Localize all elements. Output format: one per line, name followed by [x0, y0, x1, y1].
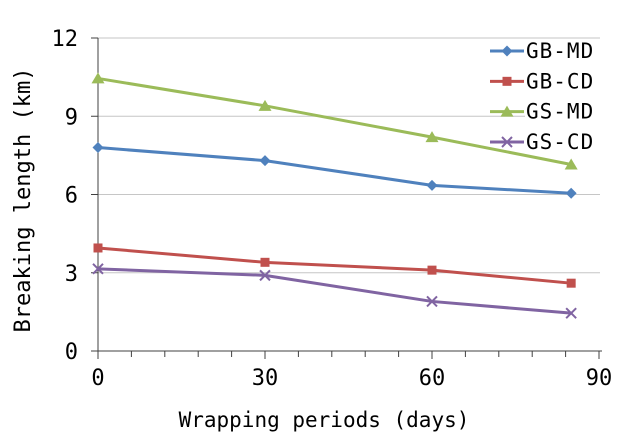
y-axis-title: Breaking length (km) [11, 68, 36, 333]
diamond-marker-icon [259, 155, 271, 167]
y-tick-label: 9 [65, 105, 78, 130]
triangle-marker-icon [564, 158, 578, 170]
series-line-GB-CD [96, 246, 573, 285]
diamond-marker-icon [565, 187, 577, 199]
x-tick-label: 30 [252, 366, 279, 391]
legend-label-background [525, 130, 609, 153]
x-marker-icon [501, 136, 513, 148]
legend-label-background [525, 40, 609, 62]
series-line-GB-MD [96, 146, 573, 195]
diamond-marker-icon [501, 45, 513, 57]
series-line-GS-CD [96, 267, 573, 315]
triangle-marker-icon [500, 105, 514, 117]
diamond-marker-icon [92, 142, 104, 154]
square-marker-icon [502, 76, 512, 86]
chart-dynamic-layer: 0 3 6 9 12 0 30 60 90 GB-MD GB-CD GS-MD GS-CD [52, 27, 613, 391]
square-marker-icon [93, 243, 103, 253]
legend-label-background [525, 70, 609, 93]
y-tick-label: 6 [65, 184, 78, 209]
triangle-marker-icon [91, 72, 105, 84]
series-line-GS-MD [96, 76, 573, 167]
square-marker-icon [566, 278, 576, 288]
square-marker-icon [427, 265, 437, 275]
x-tick-label: 90 [586, 366, 613, 391]
diamond-marker-icon [426, 179, 438, 191]
legend-label: GS-CD [526, 130, 594, 154]
x-marker-icon [92, 263, 104, 275]
legend-label: GB-MD [526, 39, 594, 63]
x-axis-title: Wrapping periods (days) [179, 408, 470, 432]
legend-label-background [525, 100, 609, 123]
square-marker-icon [260, 257, 270, 267]
legend-label: GS-MD [526, 100, 594, 124]
x-marker-icon [426, 295, 438, 308]
x-tick-label: 0 [91, 366, 104, 391]
legend-label: GB-CD [526, 69, 594, 93]
triangle-marker-icon [425, 131, 439, 143]
y-tick-label: 12 [52, 27, 79, 52]
x-marker-icon [259, 269, 271, 282]
y-tick-label: 0 [65, 340, 78, 365]
triangle-marker-icon [258, 99, 272, 111]
y-tick-label: 3 [65, 262, 78, 287]
x-marker-icon [565, 307, 577, 319]
x-tick-label: 60 [419, 366, 446, 391]
